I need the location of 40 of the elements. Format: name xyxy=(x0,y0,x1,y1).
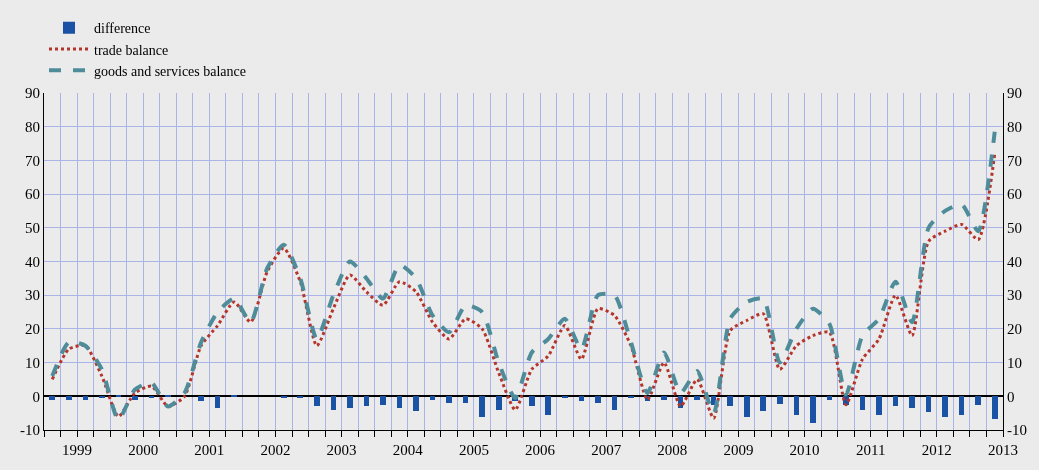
y2-tick-label: 70 xyxy=(1007,152,1022,169)
y2-tick-label: 40 xyxy=(1007,253,1022,270)
y-tick-label: 90 xyxy=(25,85,40,102)
y2-tick-label: 30 xyxy=(1007,287,1022,304)
y-tick-label: 70 xyxy=(25,152,40,169)
x-tick-label: 2001 xyxy=(194,442,225,458)
x-tick-label: 2004 xyxy=(392,442,424,458)
x-tick-label: 2013 xyxy=(988,442,1018,458)
x-tick-label: 2009 xyxy=(723,442,754,458)
y-tick-label: 80 xyxy=(25,118,40,135)
y2-tick-label: 20 xyxy=(1007,321,1022,338)
y2-tick-label: 60 xyxy=(1007,186,1022,203)
y2-tick-label: 50 xyxy=(1007,220,1022,237)
y-tick-label: 20 xyxy=(25,321,40,338)
y-tick-label: 60 xyxy=(25,186,40,203)
y2-tick-label: 0 xyxy=(1007,388,1015,405)
y2-tick-label: -10 xyxy=(1007,422,1027,439)
y2-tick-label: 80 xyxy=(1007,118,1022,135)
x-tick-label: 1999 xyxy=(62,442,93,458)
y-tick-label: 50 xyxy=(25,220,40,237)
x-tick-label: 2007 xyxy=(591,442,622,458)
y-tick-label: 40 xyxy=(25,253,40,270)
x-tick-label: 2011 xyxy=(855,442,886,458)
legend-label: goods and services balance xyxy=(94,63,246,79)
x-tick-label: 2008 xyxy=(657,442,688,458)
y-tick-label: 30 xyxy=(25,287,40,304)
y-tick-label: 0 xyxy=(32,388,40,405)
x-tick-label: 2012 xyxy=(921,442,952,458)
y2-tick-label: 10 xyxy=(1007,354,1022,371)
legend-label: trade balance xyxy=(94,42,169,58)
x-tick-label: 2002 xyxy=(260,442,291,458)
x-tick-label: 2000 xyxy=(128,442,159,458)
x-tick-label: 2005 xyxy=(458,442,489,458)
x-tick-label: 2010 xyxy=(789,442,820,458)
x-tick-label: 2006 xyxy=(525,442,556,458)
legend-label: difference xyxy=(94,21,151,37)
y-tick-label: -10 xyxy=(20,422,40,439)
y2-tick-label: 90 xyxy=(1007,85,1022,102)
y-tick-label: 10 xyxy=(25,354,40,371)
x-tick-label: 2003 xyxy=(326,442,357,458)
